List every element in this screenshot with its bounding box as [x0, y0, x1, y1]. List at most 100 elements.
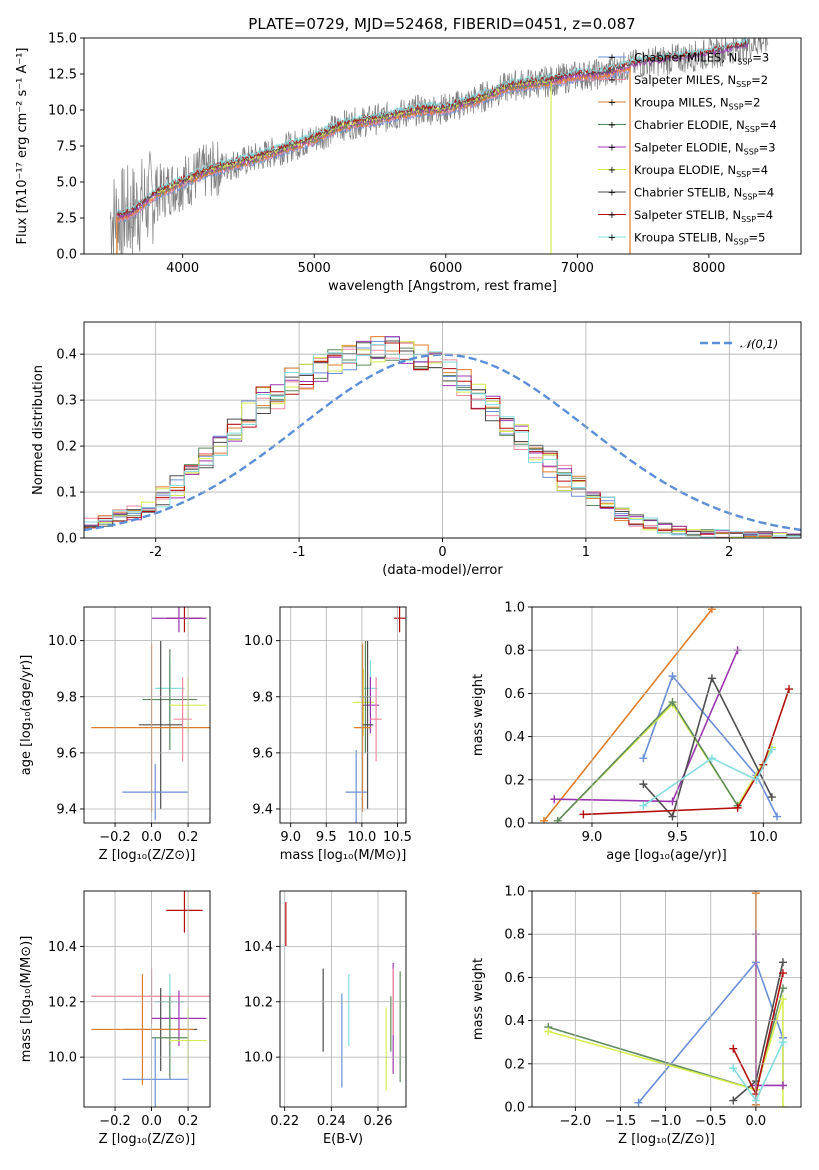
age_vs_mass-xtick-label: 9.5	[316, 830, 337, 845]
residuals-ylabel: Normed distribution	[31, 365, 46, 495]
weight_vs_age-xtick-label: 10.0	[749, 830, 778, 845]
weight_vs_Z-ytick-label: 0.4	[504, 1014, 525, 1029]
weight_vs_Z-xlabel: Z [log₁₀(Z/Z⊙)]	[618, 1132, 715, 1147]
legend-subscript: SSP	[736, 80, 751, 89]
legend-label: Salpeter MILES, NSSP=2	[634, 73, 768, 89]
legend-count: =3	[759, 141, 776, 155]
weight-marker	[707, 674, 716, 683]
weight-marker	[767, 745, 776, 754]
mass_vs_Z-ytick-label: 10.4	[48, 940, 77, 955]
weight-marker	[639, 780, 648, 789]
weight_vs_age-xlabel: age [log₁₀(age/yr)]	[606, 848, 727, 863]
mass_vs_ebv-xtick-label: 0.26	[364, 1114, 393, 1129]
residuals-xtick-label: 0	[438, 545, 446, 560]
weight-marker	[668, 797, 677, 806]
legend-marker: +	[608, 98, 616, 109]
residuals-xlabel: (data-model)/error	[382, 563, 503, 578]
mass_vs_Z-frame	[83, 890, 211, 1108]
spectrum-ytick-label: 2.5	[56, 212, 77, 227]
age_vs_mass-xlabel: mass [log₁₀(M/M⊙)]	[280, 848, 407, 863]
spectrum-ytick-label: 10.0	[48, 104, 77, 119]
residuals-ytick-label: 0.2	[56, 440, 77, 455]
weight_vs_Z-ytick-label: 0.8	[504, 928, 525, 943]
residuals-xtick-label: 2	[725, 545, 733, 560]
weight_vs_Z-xtick-label: −2.0	[560, 1114, 592, 1129]
weight-marker	[778, 958, 787, 967]
weight_vs_Z-xtick-label: −0.5	[695, 1114, 727, 1129]
weight-marker	[553, 816, 562, 823]
weight-marker	[668, 672, 677, 681]
legend-subscript: SSP	[736, 170, 751, 179]
age_vs_Z-ytick-label: 9.6	[56, 746, 77, 761]
weight_vs_Z-xtick-label: −1.0	[650, 1114, 682, 1129]
legend-count: =2	[751, 73, 768, 87]
age_vs_Z-xtick-label: 0.0	[141, 830, 162, 845]
weight_vs_age-ytick-label: 0.0	[504, 817, 525, 832]
legend-subscript: SSP	[729, 103, 744, 112]
weight-marker	[773, 812, 782, 821]
mass_vs_ebv-frame	[279, 890, 407, 1108]
age_vs_mass-ytick-label: 9.8	[252, 690, 273, 705]
legend-label: Kroupa STELIB, NSSP=5	[634, 231, 765, 247]
legend-subscript: SSP	[745, 125, 760, 134]
spectrum-model-line	[116, 38, 749, 215]
mass_vs_Z-ytick-label: 10.0	[48, 1051, 77, 1066]
legend-label: Chabrier ELODIE, NSSP=4	[634, 118, 777, 134]
weight_vs_Z-panel: −2.0 −1.5 −1.0 −0.5 0.0 0.0 0.2 0.4 0.6 0.8 1.0 Z […	[471, 885, 802, 1147]
spectrum-ytick-label: 0.0	[56, 248, 77, 263]
age_vs_mass-xtick-label: 10.0	[347, 830, 376, 845]
legend-marker: +	[608, 53, 616, 64]
age_vs_Z-xlabel: Z [log₁₀(Z/Z⊙)]	[99, 848, 196, 863]
legend-count: =2	[744, 96, 761, 110]
mass_vs_Z-ytick-label: 10.2	[48, 995, 77, 1010]
weight-marker	[579, 810, 588, 819]
spectrum-ytick-label: 7.5	[56, 140, 77, 155]
spectrum-ylabel: Flux [fλ10⁻¹⁷ erg cm⁻² s⁻¹ A⁻¹]	[15, 48, 30, 245]
weight-marker	[729, 1064, 738, 1073]
weight_vs_age-frame	[531, 606, 802, 824]
weight_vs_age-ytick-label: 0.6	[504, 687, 525, 702]
weight-marker	[668, 698, 677, 707]
mass_vs_Z-xtick-label: −0.2	[99, 1114, 131, 1129]
legend-marker: +	[608, 188, 616, 199]
age_vs_Z-ytick-label: 9.8	[56, 690, 77, 705]
weight-marker	[729, 1044, 738, 1053]
residuals-ytick-label: 0.1	[56, 486, 77, 501]
spectrum-xtick-label: 5000	[298, 261, 331, 276]
age_vs_Z-panel: −0.2 0.0 0.2 9.4 9.6 9.8 10.0 Z [log₁₀(Z/Z⊙)] ag…	[19, 606, 211, 863]
spectrum-model-line	[116, 68, 631, 225]
residuals-ytick-label: 0.3	[56, 394, 77, 409]
weight-marker	[634, 1098, 643, 1107]
weight-line	[543, 608, 713, 822]
spectrum-ytick-label: 5.0	[56, 176, 77, 191]
age_vs_Z-ytick-label: 10.0	[48, 634, 77, 649]
mass_vs_ebv-xlabel: E(B-V)	[323, 1132, 363, 1147]
weight_vs_age-plot-area	[539, 607, 794, 823]
legend-subscript: SSP	[742, 193, 757, 202]
weight_vs_age-ytick-label: 1.0	[504, 601, 525, 616]
legend-label: 𝒩(0,1)	[740, 337, 778, 351]
mass_vs_Z-xtick-label: 0.2	[178, 1114, 199, 1129]
weight-marker	[778, 1038, 787, 1047]
mass_vs_ebv-panel: 0.22 0.24 0.26 10.0 10.2 10.4 E(B-V)	[244, 890, 407, 1147]
spectrum-ytick-label: 15.0	[48, 32, 77, 47]
residuals-ytick-label: 0.0	[56, 532, 77, 547]
weight-marker	[707, 754, 716, 763]
legend-count: =4	[756, 208, 773, 222]
weight-marker	[778, 995, 787, 1003]
weight_vs_Z-frame	[531, 890, 802, 1108]
weight_vs_age-ytick-label: 0.4	[504, 730, 525, 745]
weight-marker	[539, 816, 548, 823]
weight-marker	[778, 1103, 787, 1107]
mass_vs_ebv-ytick-label: 10.4	[244, 940, 273, 955]
age_vs_mass-ytick-label: 9.6	[252, 746, 273, 761]
legend-marker: +	[608, 75, 616, 86]
weight-marker	[544, 1027, 553, 1036]
age_vs_Z-ylabel: age [log₁₀(age/yr)]	[19, 655, 34, 776]
weight-marker	[778, 969, 787, 978]
weight-line	[583, 688, 790, 816]
weight-marker	[668, 812, 677, 821]
legend-label: Chabrier STELIB, NSSP=4	[634, 186, 774, 202]
legend-marker: +	[608, 165, 616, 176]
residuals-frame	[83, 321, 802, 539]
